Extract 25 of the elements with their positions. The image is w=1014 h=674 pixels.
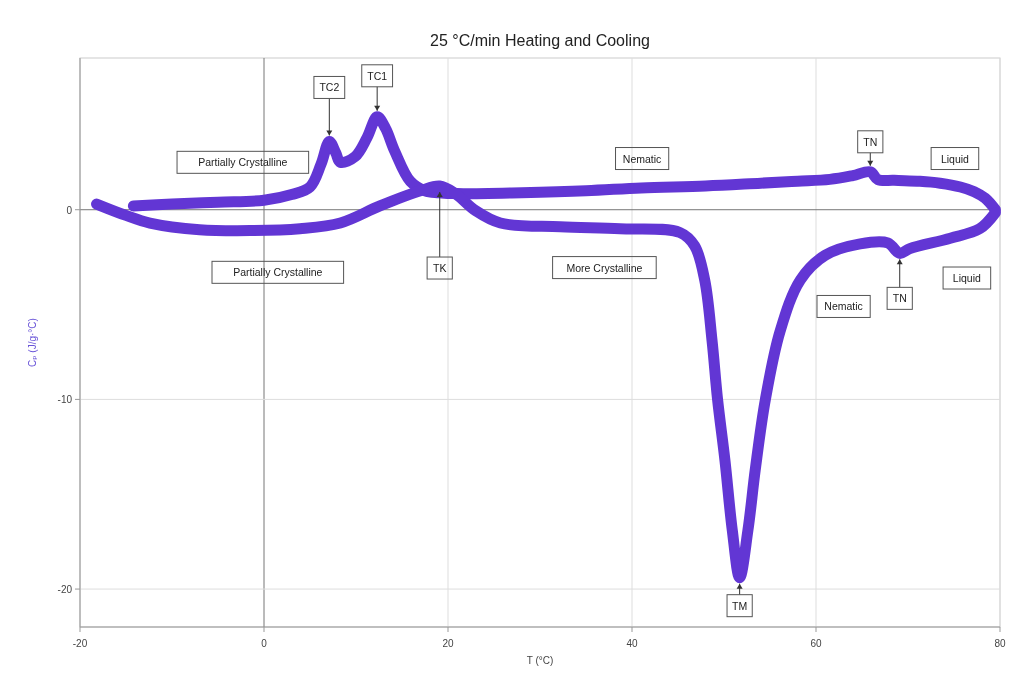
y-tick-label: 0 (66, 204, 73, 216)
x-tick-label: 60 (810, 638, 822, 649)
annotation: TC1 (367, 69, 388, 82)
annotation: More Crystalline (566, 261, 643, 274)
annotation: TK (433, 262, 447, 275)
chart-title: 25 °C/min Heating and Cooling (430, 32, 650, 49)
annotation: Liquid (940, 152, 970, 165)
annotation: TN (892, 292, 907, 305)
annotation: Liquid (952, 272, 982, 285)
x-tick-label: 0 (261, 638, 268, 649)
y-tick-label: -10 (57, 394, 73, 406)
annotation: TC2 (319, 81, 340, 94)
x-tick-label: 80 (994, 638, 1006, 649)
annotation: TN (863, 135, 878, 148)
annotation: Nematic (824, 300, 863, 313)
annotation: TM (732, 599, 748, 612)
x-axis-title: T (°C) (526, 655, 554, 666)
x-tick-label: 20 (442, 638, 454, 649)
annotation: Partially Crystalline (233, 266, 323, 279)
x-tick-label: 40 (626, 638, 638, 649)
y-tick-label: -20 (57, 584, 73, 596)
y-axis-title: Cₚ (J/g·°C) (27, 318, 38, 367)
x-tick-label: -20 (72, 638, 88, 649)
annotation: Nematic (622, 152, 662, 165)
annotation: Partially Crystalline (198, 156, 288, 169)
